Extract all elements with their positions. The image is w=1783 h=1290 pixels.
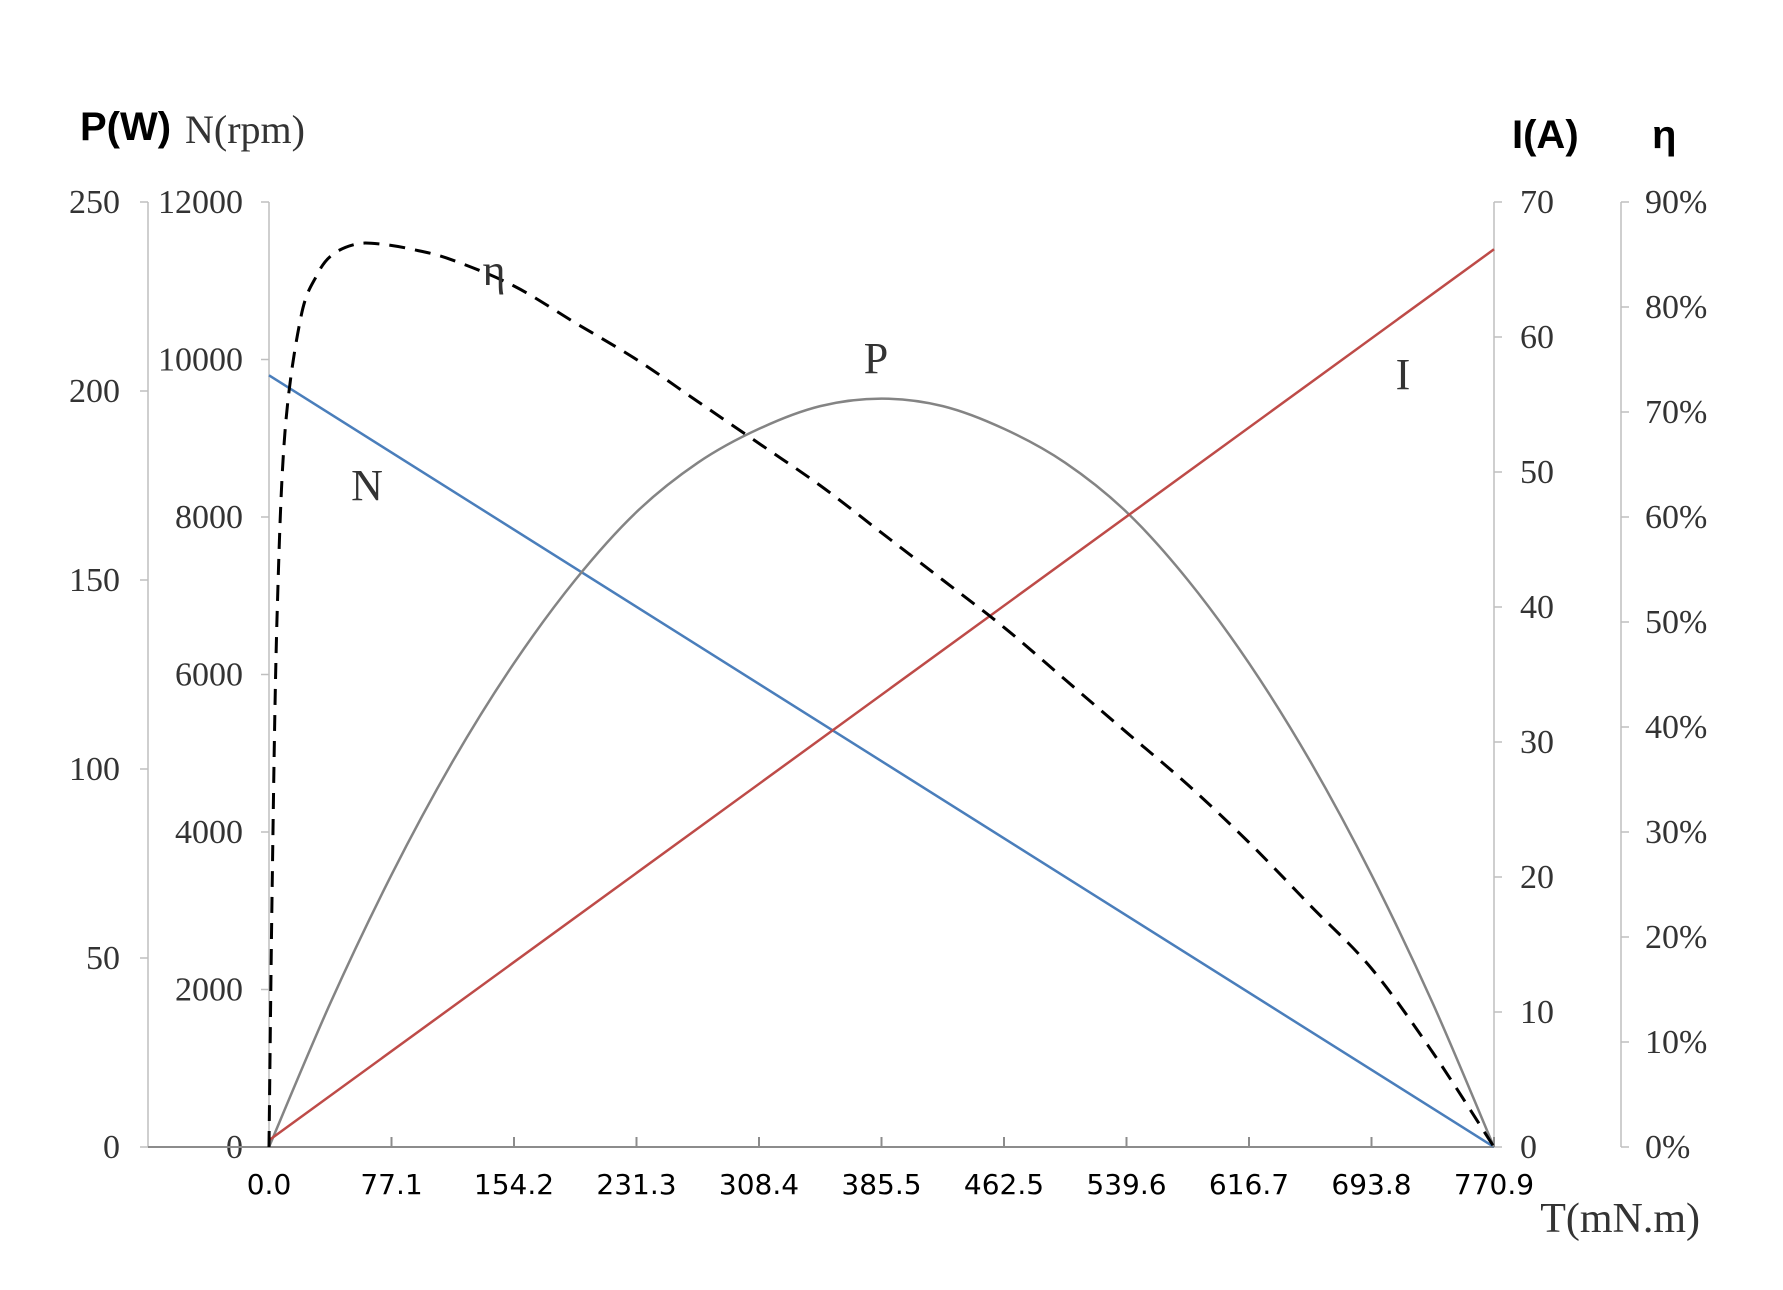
x-axis-tick-label: 308.4 — [719, 1168, 799, 1201]
x-axis-tick-label: 0.0 — [247, 1168, 292, 1201]
series-line-i — [268, 248, 1495, 1142]
axis-tick-label-eta: 10% — [1645, 1024, 1707, 1061]
curve-label-i: I — [1396, 350, 1411, 399]
curve-label-eta: η — [482, 246, 505, 295]
axis-title-p: P(W) — [80, 105, 171, 149]
axis-tick-label-i: 40 — [1520, 589, 1554, 626]
series-line-eta — [267, 241, 1496, 1148]
axis-tick-label-n: 6000 — [175, 657, 243, 694]
x-axis-tick-label: 770.9 — [1454, 1168, 1534, 1201]
axis-tick-label-n: 4000 — [175, 814, 243, 851]
axis-tick-label-eta: 80% — [1645, 289, 1707, 326]
x-axis-tick-label: 462.5 — [964, 1168, 1044, 1201]
axis-tick-label-eta: 50% — [1645, 604, 1707, 641]
x-axis-tick-label: 539.6 — [1086, 1168, 1166, 1201]
x-axis-tick-label: 231.3 — [596, 1168, 676, 1201]
axis-tick-label-i: 70 — [1520, 184, 1554, 221]
curve-label-p: P — [864, 334, 888, 383]
curve-label-n: N — [351, 461, 383, 510]
axis-tick-label-p: 200 — [69, 373, 120, 410]
axis-tick-label-i: 10 — [1520, 994, 1554, 1031]
axis-tick-label-i: 50 — [1520, 454, 1554, 491]
axis-tick-label-p: 250 — [69, 184, 120, 221]
axis-tick-label-p: 100 — [69, 751, 120, 788]
axis-title-n: N(rpm) — [185, 107, 305, 152]
axis-title-i: I(A) — [1512, 113, 1579, 157]
axis-tick-label-n: 8000 — [175, 499, 243, 536]
x-axis-tick-label: 154.2 — [474, 1168, 554, 1201]
axis-tick-label-i: 60 — [1520, 319, 1554, 356]
axis-tick-label-eta: 60% — [1645, 499, 1707, 536]
axis-tick-label-i: 20 — [1520, 859, 1554, 896]
series-line-n — [268, 374, 1495, 1149]
axis-tick-label-n: 12000 — [158, 184, 243, 221]
axis-tick-label-p: 0 — [103, 1129, 120, 1166]
x-axis-tick-label: 385.5 — [841, 1168, 921, 1201]
x-axis-tick-label: 616.7 — [1209, 1168, 1289, 1201]
x-axis-title: T(mN.m) — [1540, 1196, 1700, 1242]
axis-tick-label-i: 30 — [1520, 724, 1554, 761]
axis-tick-label-eta: 90% — [1645, 184, 1707, 221]
axis-tick-label-eta: 20% — [1645, 919, 1707, 956]
axis-tick-label-eta: 0% — [1645, 1129, 1690, 1166]
axis-tick-label-p: 50 — [86, 940, 120, 977]
axis-tick-label-n: 10000 — [158, 342, 243, 379]
x-axis-tick-label: 77.1 — [360, 1168, 422, 1201]
x-axis-tick-label: 693.8 — [1331, 1168, 1411, 1201]
axis-tick-label-n: 2000 — [175, 972, 243, 1009]
series-layer — [267, 241, 1496, 1149]
labels-layer: N P Iη — [351, 246, 1410, 510]
series-line-p — [267, 397, 1496, 1148]
axis-title-eta: η — [1652, 113, 1676, 157]
axis-tick-label-i: 0 — [1520, 1129, 1537, 1166]
axis-tick-label-p: 150 — [69, 562, 120, 599]
axis-tick-label-eta: 70% — [1645, 394, 1707, 431]
axis-tick-label-eta: 40% — [1645, 709, 1707, 746]
axis-tick-label-eta: 30% — [1645, 814, 1707, 851]
